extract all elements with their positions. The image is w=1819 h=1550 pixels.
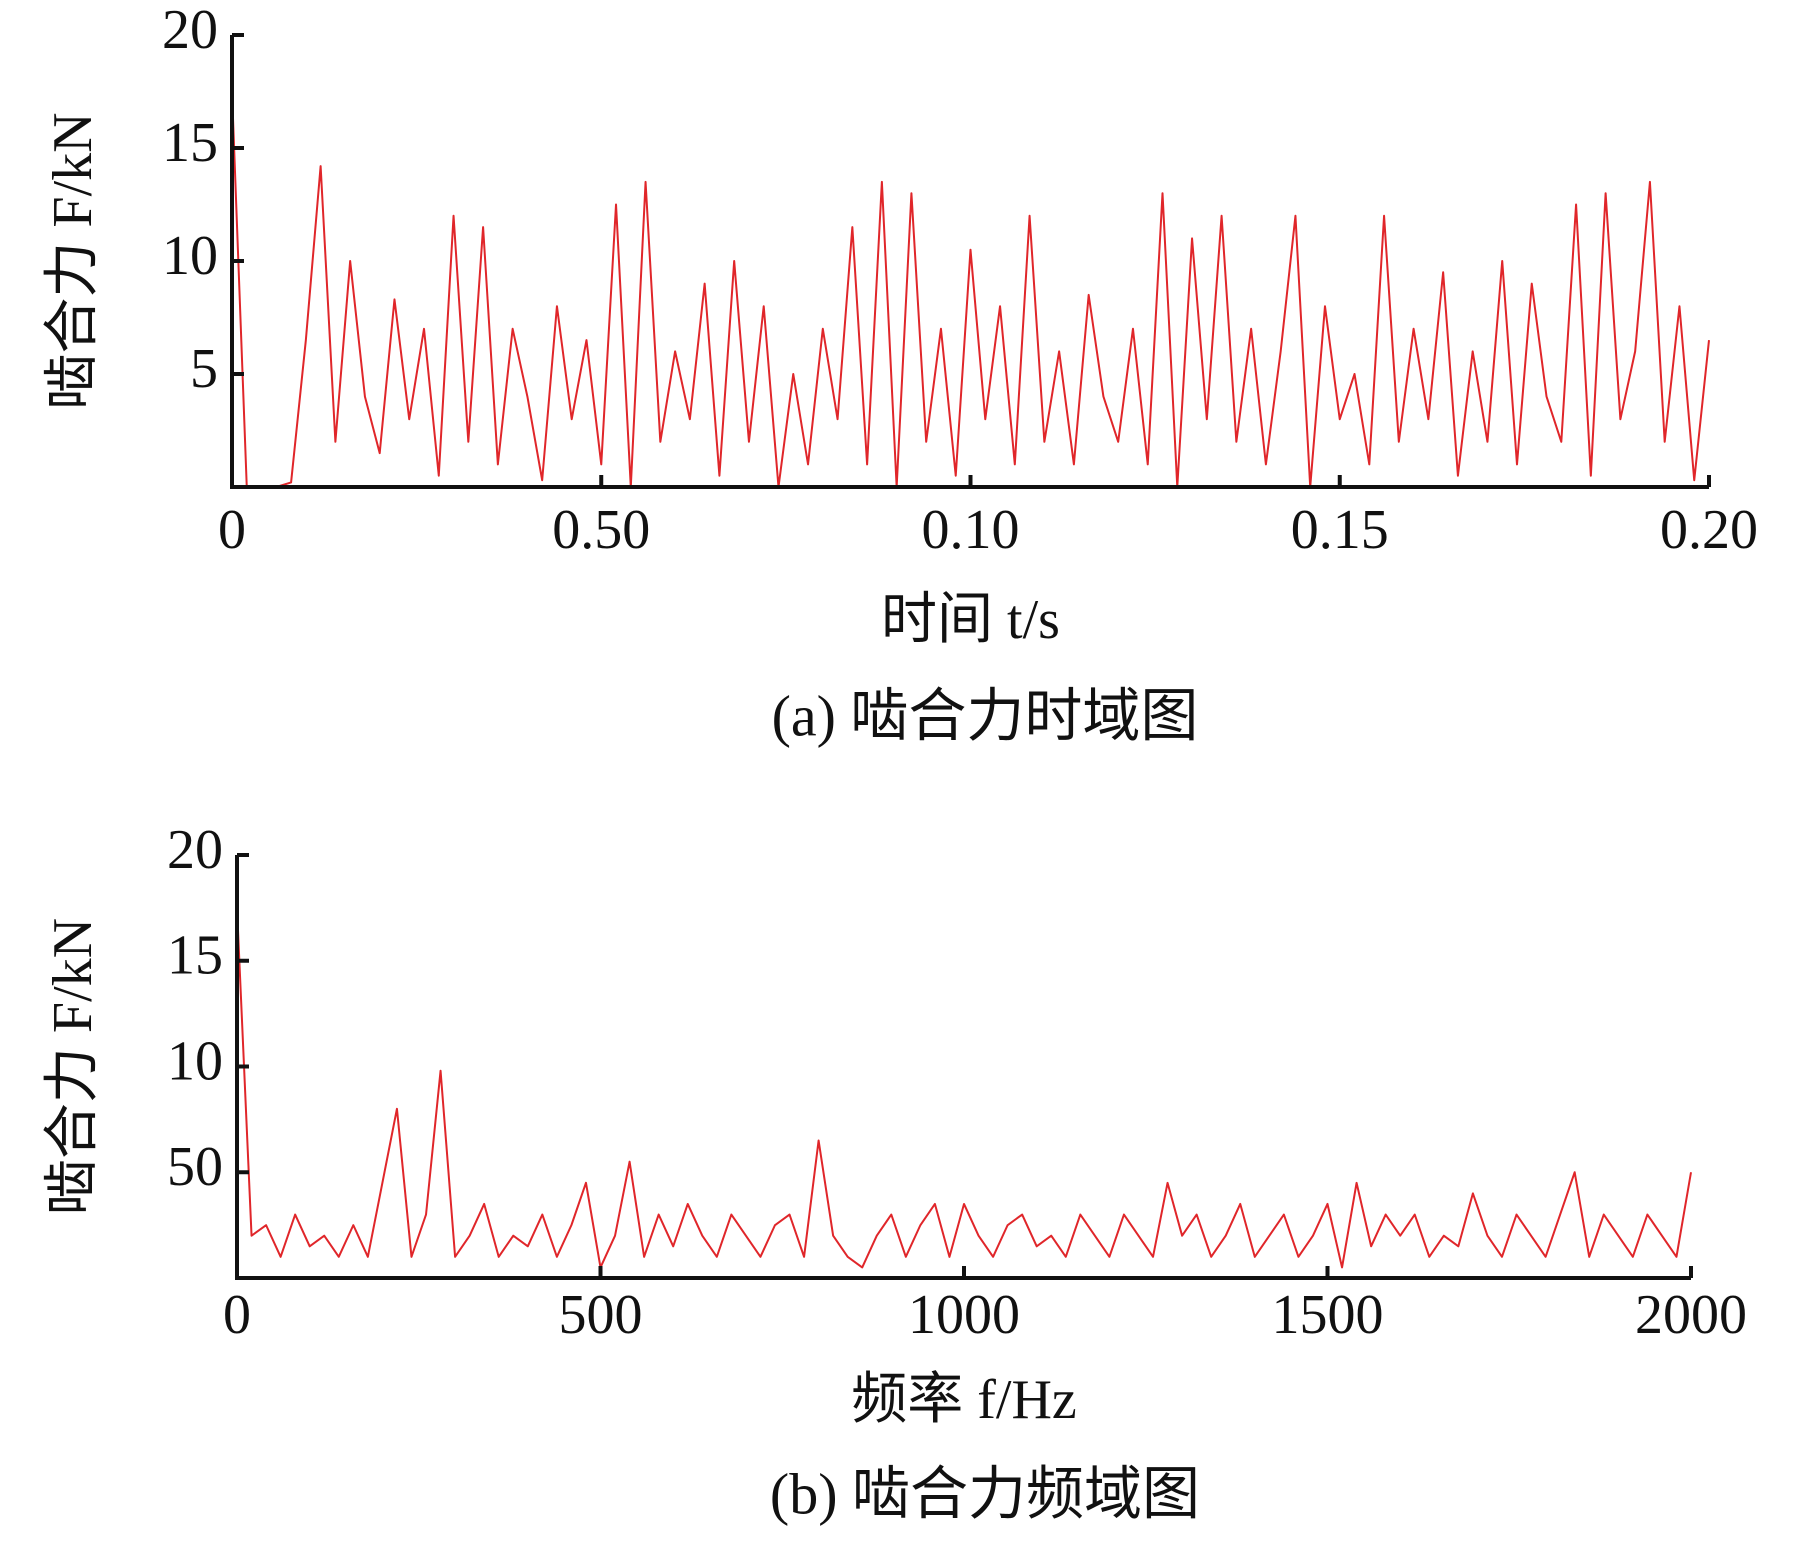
data-line (236, 907, 1692, 1269)
x-tick-label: 0.20 (1660, 499, 1758, 561)
y-tick-label: 10 (162, 225, 218, 287)
y-tick-label: 15 (167, 925, 223, 987)
y-axis-label: 啮合力 F/kN (42, 918, 104, 1215)
caption: (a) 啮合力时域图 (772, 683, 1199, 748)
x-tick-label: 0 (218, 499, 246, 561)
y-tick-label: 10 (167, 1030, 223, 1092)
caption: (b) 啮合力频域图 (770, 1461, 1200, 1526)
x-tick-label: 1000 (908, 1284, 1020, 1346)
y-tick-label: 50 (167, 1136, 223, 1198)
axes (235, 855, 1691, 1280)
y-tick-label: 5 (190, 338, 218, 400)
y-tick-label: 20 (162, 0, 218, 61)
x-axis-label: 时间 t/s (881, 589, 1060, 651)
data-line (231, 91, 1710, 488)
x-axis-label: 频率 f/Hz (851, 1369, 1077, 1431)
y-axis-label: 啮合力 F/kN (42, 112, 104, 409)
x-tick-label: 0.10 (922, 499, 1020, 561)
x-tick-label: 1500 (1272, 1284, 1384, 1346)
x-tick-label: 2000 (1635, 1284, 1747, 1346)
y-tick-label: 20 (167, 819, 223, 881)
y-tick-label: 15 (162, 112, 218, 174)
x-tick-label: 500 (559, 1284, 643, 1346)
x-tick-label: 0 (223, 1284, 251, 1346)
x-tick-label: 0.15 (1291, 499, 1389, 561)
x-tick-label: 0.50 (552, 499, 650, 561)
